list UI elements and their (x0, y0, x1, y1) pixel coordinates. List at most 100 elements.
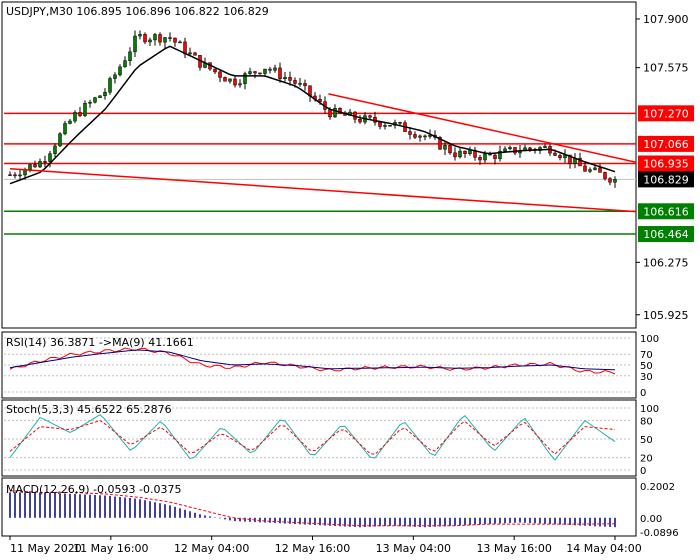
candle-body (213, 68, 217, 73)
candle-body (438, 137, 442, 150)
macd-tick-label: 0.2002 (640, 482, 675, 493)
price-tick-label: 107.575 (643, 62, 689, 75)
moving-average-layer (9, 45, 616, 185)
candle-body (173, 37, 177, 43)
indicator-tick-label: 100 (640, 334, 659, 345)
level-label-box (638, 203, 694, 220)
candle-body (328, 109, 332, 118)
rsi-panel-frame (1, 331, 637, 399)
stoch-panel-frame (1, 399, 637, 477)
trendline (328, 93, 637, 163)
candle-body (498, 150, 502, 160)
candle-body (138, 34, 142, 37)
price-levels-layer: 107.270 107.066 106.935 106.616 106.464 106.8… (4, 105, 694, 243)
current-price-label: 106.829 (643, 173, 689, 186)
stoch-main-line (9, 414, 616, 461)
candle-body (613, 179, 617, 183)
candle-body (188, 52, 192, 55)
candle-body (383, 125, 387, 127)
indicator-tick-label: 0 (640, 388, 646, 399)
level-label-box (638, 155, 694, 172)
candle-body (123, 60, 127, 68)
candle-body (83, 103, 87, 116)
candle-body (598, 167, 602, 173)
candle-body (8, 174, 12, 176)
candle-body (248, 71, 252, 74)
macd-layer: 0.2002 0.00 -0.0896 (9, 482, 679, 539)
level-label: 106.935 (643, 158, 689, 171)
candle-body (103, 91, 107, 97)
rsi-title: RSI(14) 36.3871 ->MA(9) 41.1661 (6, 336, 194, 349)
candle-body (78, 112, 82, 116)
candle-body (128, 51, 132, 61)
level-label-box (638, 135, 694, 152)
candle-body (568, 154, 572, 164)
candle-body (398, 122, 402, 124)
candle-body (508, 147, 512, 150)
candle-body (293, 80, 297, 84)
price-tick-label: 106.275 (643, 256, 689, 269)
level-label: 107.066 (643, 138, 689, 151)
candle-body (333, 107, 337, 118)
candle-body (553, 152, 557, 156)
moving-average-line (9, 45, 616, 185)
macd-tick-label: 0.00 (640, 514, 662, 525)
candle-body (113, 74, 117, 79)
candle-body (298, 83, 302, 85)
candle-body (48, 153, 52, 162)
candle-body (148, 39, 152, 43)
candle-body (278, 67, 282, 80)
candle-body (428, 134, 432, 137)
candle-body (28, 164, 32, 170)
trendline (9, 167, 637, 213)
candle-body (73, 112, 77, 122)
candles-layer (8, 30, 617, 188)
candle-body (88, 101, 92, 104)
candle-body (108, 78, 112, 93)
candle-body (53, 145, 57, 154)
candle-body (38, 161, 42, 168)
candle-body (193, 52, 197, 56)
candle-body (168, 37, 172, 39)
time-tick-label: 13 May 16:00 (476, 542, 551, 555)
current-price-box (638, 171, 694, 188)
candle-body (68, 120, 72, 124)
price-axis: 107.900 107.575 106.275 105.925 (636, 13, 689, 322)
candle-body (468, 150, 472, 154)
candle-body (463, 150, 467, 154)
candle-body (18, 174, 22, 177)
time-tick-label: 12 May 04:00 (174, 542, 249, 555)
candle-body (243, 73, 247, 84)
candle-body (578, 157, 582, 167)
macd-title: MACD(12,26,9) -0.0593 -0.0375 (6, 483, 181, 496)
candle-body (408, 131, 412, 135)
candle-body (483, 153, 487, 161)
candle-body (133, 35, 137, 53)
time-tick-label: 12 May 16:00 (275, 542, 350, 555)
candle-body (558, 155, 562, 159)
candle-body (603, 172, 607, 179)
candle-body (258, 72, 262, 75)
candle-body (478, 157, 482, 161)
candle-body (453, 152, 457, 158)
indicator-tick-label: 20 (640, 454, 653, 465)
time-tick-label: 14 May 04:00 (566, 542, 641, 555)
candle-body (283, 77, 287, 80)
price-tick-label: 105.925 (643, 309, 689, 322)
indicator-tick-label: 70 (640, 350, 653, 361)
indicator-tick-label: 30 (640, 372, 653, 383)
candle-body (513, 147, 517, 154)
time-tick-label: 11 May 2020 (10, 542, 82, 555)
time-tick-label: 13 May 04:00 (376, 542, 451, 555)
level-label-box (638, 226, 694, 243)
candle-body (368, 115, 372, 118)
candle-body (223, 77, 227, 82)
candle-body (588, 169, 592, 172)
candle-body (318, 99, 322, 102)
macd-tick-label: -0.0896 (640, 528, 679, 539)
indicator-tick-label: 50 (640, 361, 653, 372)
